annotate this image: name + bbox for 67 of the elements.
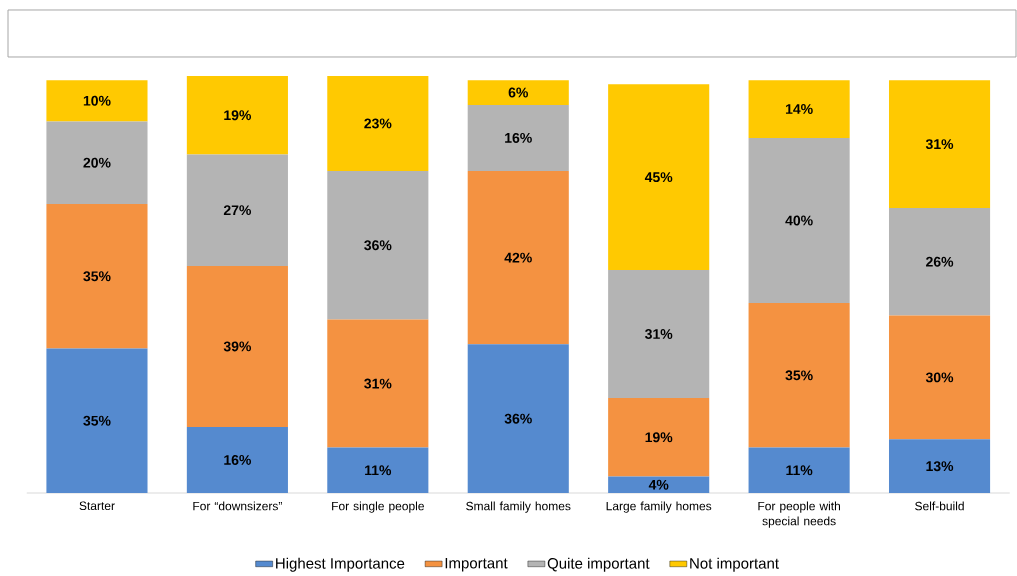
legend-label: Highest Importance <box>276 557 405 572</box>
bar <box>608 270 710 399</box>
data-label: 11% <box>365 465 392 476</box>
data-label: 16% <box>505 132 532 143</box>
x-tick-label: Small family homes <box>466 501 571 513</box>
data-label: 31% <box>645 329 673 340</box>
data-label: 30% <box>925 372 954 383</box>
bar <box>888 315 991 440</box>
x-tick-label: For people with special needs <box>758 501 840 528</box>
bar <box>327 319 429 448</box>
data-label: 14% <box>785 104 813 114</box>
data-label: 35% <box>83 415 111 426</box>
bar <box>186 265 288 427</box>
x-tick-label: Self-build <box>915 501 964 511</box>
bar <box>888 208 991 316</box>
bar <box>186 426 288 493</box>
bar <box>748 303 850 448</box>
data-label: 19% <box>645 432 673 443</box>
data-label: 35% <box>83 271 111 282</box>
bar <box>608 84 710 271</box>
bar <box>327 170 429 320</box>
data-label: 35% <box>785 370 813 381</box>
data-label: 4% <box>648 479 669 490</box>
bar <box>327 76 429 171</box>
legend-label: Important <box>445 557 508 572</box>
legend-label: Quite important <box>547 557 650 572</box>
data-label: 16% <box>224 455 252 465</box>
legend-label: Not important <box>690 557 779 572</box>
bar <box>748 137 850 304</box>
bar <box>467 80 569 105</box>
bar <box>748 447 850 493</box>
data-label: 31% <box>925 139 954 150</box>
data-label: 19% <box>224 110 252 121</box>
data-label: 27% <box>223 205 252 216</box>
data-label: 11% <box>786 465 813 476</box>
x-tick-label: For “downsizers” <box>193 501 282 511</box>
data-label: 36% <box>364 240 392 251</box>
bar <box>186 154 288 266</box>
data-label: 36% <box>504 413 532 424</box>
x-tick-label: Large family homes <box>606 501 712 513</box>
data-label: 39% <box>223 341 252 352</box>
data-label: 23% <box>364 118 392 129</box>
x-tick-label: Starter <box>79 501 115 511</box>
data-label: 31% <box>364 378 392 389</box>
data-label: 45% <box>644 172 673 183</box>
data-label: 13% <box>926 461 954 472</box>
bar <box>46 203 148 349</box>
bar <box>327 447 429 493</box>
bar <box>888 439 991 493</box>
data-label: 6% <box>508 87 528 98</box>
data-label: 40% <box>785 215 813 226</box>
bar <box>467 104 569 171</box>
data-label: 26% <box>926 256 954 267</box>
data-label: 10% <box>83 95 111 106</box>
bar <box>888 80 991 209</box>
x-tick-label: For single people <box>332 501 424 513</box>
bar <box>608 476 710 493</box>
bar <box>186 76 288 155</box>
data-label: 20% <box>83 157 111 168</box>
bar <box>608 398 710 477</box>
data-label: 42% <box>504 252 532 263</box>
bar <box>46 80 148 122</box>
bar <box>467 170 569 345</box>
bar <box>748 80 850 138</box>
bar <box>46 348 148 493</box>
bar <box>467 344 569 493</box>
bar <box>46 121 148 204</box>
